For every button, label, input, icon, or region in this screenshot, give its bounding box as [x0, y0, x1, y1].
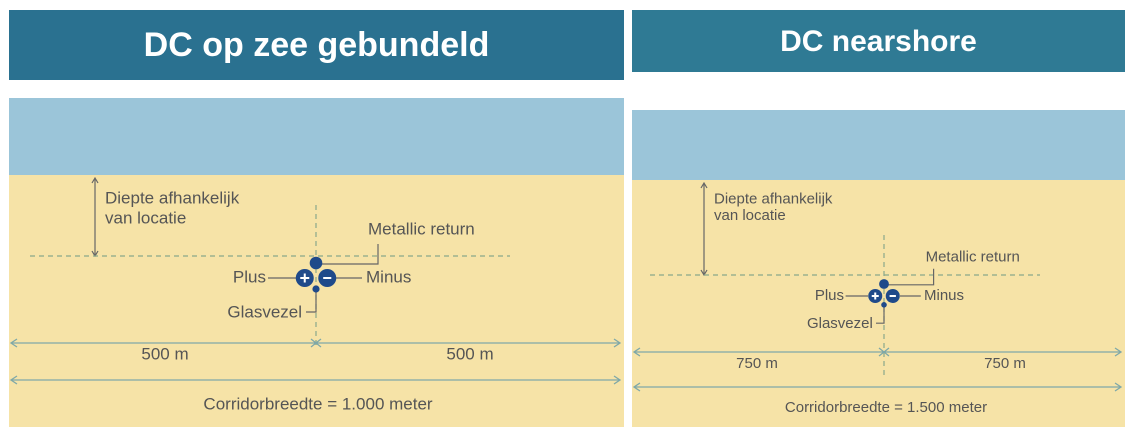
depth-label: Diepte afhankelijk: [105, 188, 240, 207]
corridor-label: Corridorbreedte = 1.000 meter: [203, 394, 432, 413]
minus-label: Minus: [924, 287, 964, 304]
metallic-line: [888, 268, 935, 286]
plus-label: Plus: [233, 267, 266, 286]
half-width-label: 500 m: [446, 344, 493, 363]
fiber-cable: [881, 302, 887, 308]
sand: [632, 180, 1125, 427]
metallic-cable: [879, 279, 889, 289]
header: [632, 10, 1125, 72]
half-dimension: [9, 338, 622, 348]
plus-sign: [300, 273, 310, 283]
metallic-cable: [309, 256, 323, 270]
half-dimension: [632, 347, 1123, 357]
full-dimension: [632, 382, 1123, 392]
depth-label: van locatie: [714, 207, 786, 224]
metallic-label: Metallic return: [926, 249, 1020, 266]
half-width-label: 750 m: [736, 355, 778, 372]
glasvezel-label: Glasvezel: [227, 302, 302, 321]
glasvezel-line: [306, 290, 317, 313]
glasvezel-line: [876, 305, 885, 324]
panel-title: DC op zee gebundeld: [144, 26, 490, 64]
glasvezel-label: Glasvezel: [807, 315, 873, 332]
panel-title: DC nearshore: [780, 25, 977, 58]
minus-label: Minus: [366, 267, 411, 286]
sky: [9, 98, 624, 175]
depth-label: van locatie: [105, 208, 186, 227]
header: [9, 10, 624, 80]
metallic-line: [320, 244, 379, 265]
full-dimension: [9, 375, 622, 385]
plus-label: Plus: [815, 287, 844, 304]
half-width-label: 500 m: [141, 344, 188, 363]
depth-label: Diepte afhankelijk: [714, 191, 833, 208]
fiber-cable: [312, 285, 320, 293]
half-width-label: 750 m: [984, 355, 1026, 372]
metallic-label: Metallic return: [368, 219, 475, 238]
corridor-label: Corridorbreedte = 1.500 meter: [785, 399, 987, 416]
sky: [632, 110, 1125, 180]
plus-sign: [871, 292, 879, 300]
